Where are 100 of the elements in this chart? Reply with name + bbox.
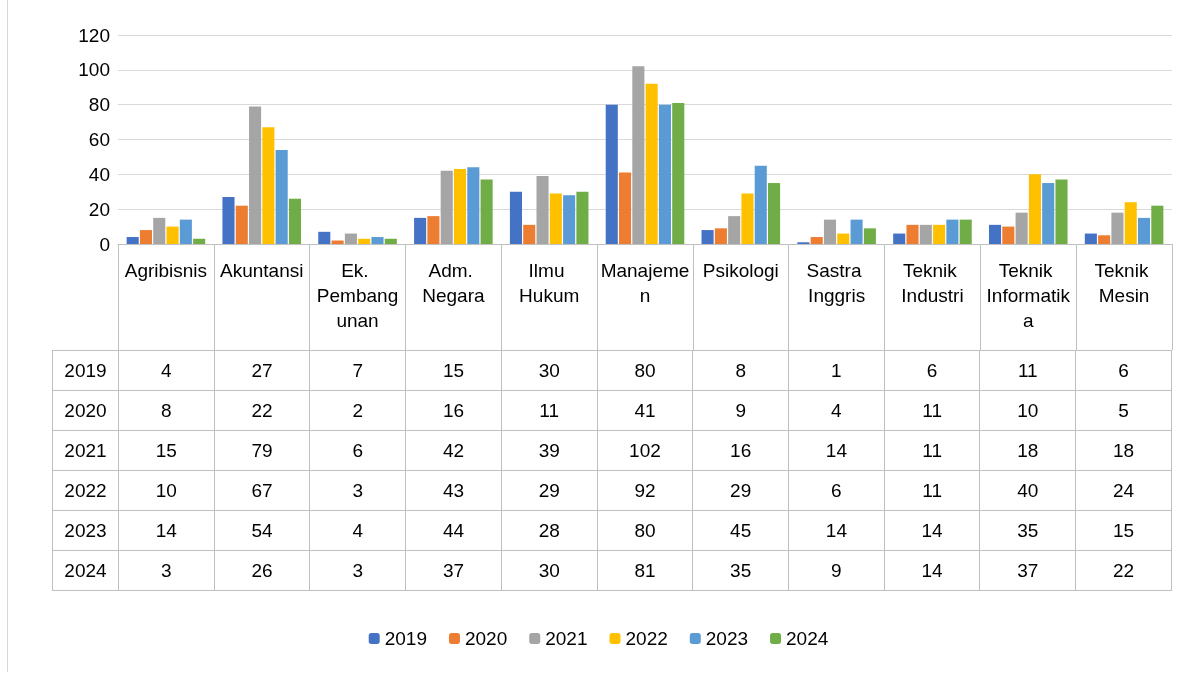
bar [823,219,837,244]
data-label: 30 [501,550,598,591]
y-tick-label: 40 [88,163,110,185]
x-tick-label: Ek. Pembangunan [316,260,399,331]
data-label: 11 [884,470,980,511]
bar [701,230,714,244]
x-tick-label: Psikologi [702,260,779,281]
data-label: 11 [884,390,980,431]
data-label: 9 [788,550,885,591]
bar [576,191,589,244]
x-tick-label: Akuntansi [220,260,304,281]
data-label: 29 [501,470,598,511]
bar [714,228,727,244]
bar [658,104,671,244]
data-label: 42 [405,430,502,471]
legend-label: 2019 [384,628,427,649]
bar [139,230,153,244]
bar [863,228,876,244]
data-label: 14 [118,510,215,551]
data-label: 11 [501,390,598,431]
data-label: 14 [788,510,885,551]
data-label: 29 [692,470,789,511]
bar [166,226,179,244]
bar [1028,174,1041,244]
data-label: 37 [979,550,1076,591]
data-label: 45 [692,510,789,551]
data-label: 28 [501,510,598,551]
data-label: 22 [214,390,310,431]
legend-label: 2023 [705,628,749,649]
data-label: 14 [884,510,980,551]
data-label: 92 [597,470,693,511]
text: 2024 [64,559,107,581]
data-label: 5 [1075,390,1172,431]
bar [1124,202,1137,244]
bar [1111,212,1124,244]
data-label: 102 [597,430,693,471]
x-tick-label: Teknik Industri [901,260,964,306]
data-label: 3 [309,550,406,591]
bar [1137,217,1151,244]
legend-label: 2021 [545,628,588,649]
y-tick-label: 100 [78,59,110,81]
data-label: 27 [214,350,310,391]
bar [959,219,972,244]
data-label: 15 [118,430,215,471]
data-label: 22 [1075,550,1172,591]
data-label: 3 [309,470,406,511]
bar [837,233,850,244]
bar [919,224,932,244]
bar [549,193,562,244]
bar [153,217,166,244]
bar [1042,183,1055,244]
bar [893,233,906,244]
x-tick-label: Teknik Informatika [986,260,1071,331]
data-label: 16 [405,390,502,431]
data-label: 81 [597,550,693,591]
bar [344,233,357,244]
bar [728,216,741,244]
y-tick-label: 20 [88,198,110,220]
bar [318,231,331,244]
bar [906,224,919,244]
legend-label: 2024 [786,628,829,649]
data-label: 30 [501,350,598,391]
data-label: 18 [1075,430,1172,471]
bar [632,66,645,244]
bar [536,176,549,244]
data-label: 26 [214,550,310,591]
bar [358,238,371,244]
data-label: 80 [597,510,693,551]
y-tick-label: 120 [78,24,110,46]
bar [384,238,397,244]
data-label: 14 [884,550,980,591]
text: 2019 [64,359,107,381]
data-label: 6 [884,350,980,391]
bar [1084,233,1097,244]
bar [249,106,262,244]
data-label: 15 [1075,510,1172,551]
x-tick-label: Teknik Mesin [1094,260,1154,306]
data-label: 24 [1075,470,1172,511]
data-label: 9 [692,390,789,431]
bar [427,216,440,244]
bar [605,104,618,244]
data-label: 4 [309,510,406,551]
data-label: 6 [309,430,406,471]
bar [672,102,685,244]
data-label: 2 [309,390,406,431]
bar [371,237,384,244]
data-label: 10 [979,390,1076,431]
data-label: 15 [405,350,502,391]
text: 2022 [64,479,107,501]
bar [509,191,522,244]
data-label: 37 [405,550,502,591]
bar [275,149,288,244]
data-label: 41 [597,390,693,431]
data-label: 10 [118,470,215,511]
x-tick-label: Manajemen [600,260,690,306]
bar [563,195,576,244]
data-label: 6 [788,470,885,511]
bar [741,193,754,244]
text: 2023 [64,519,107,541]
data-label: 4 [118,350,215,391]
